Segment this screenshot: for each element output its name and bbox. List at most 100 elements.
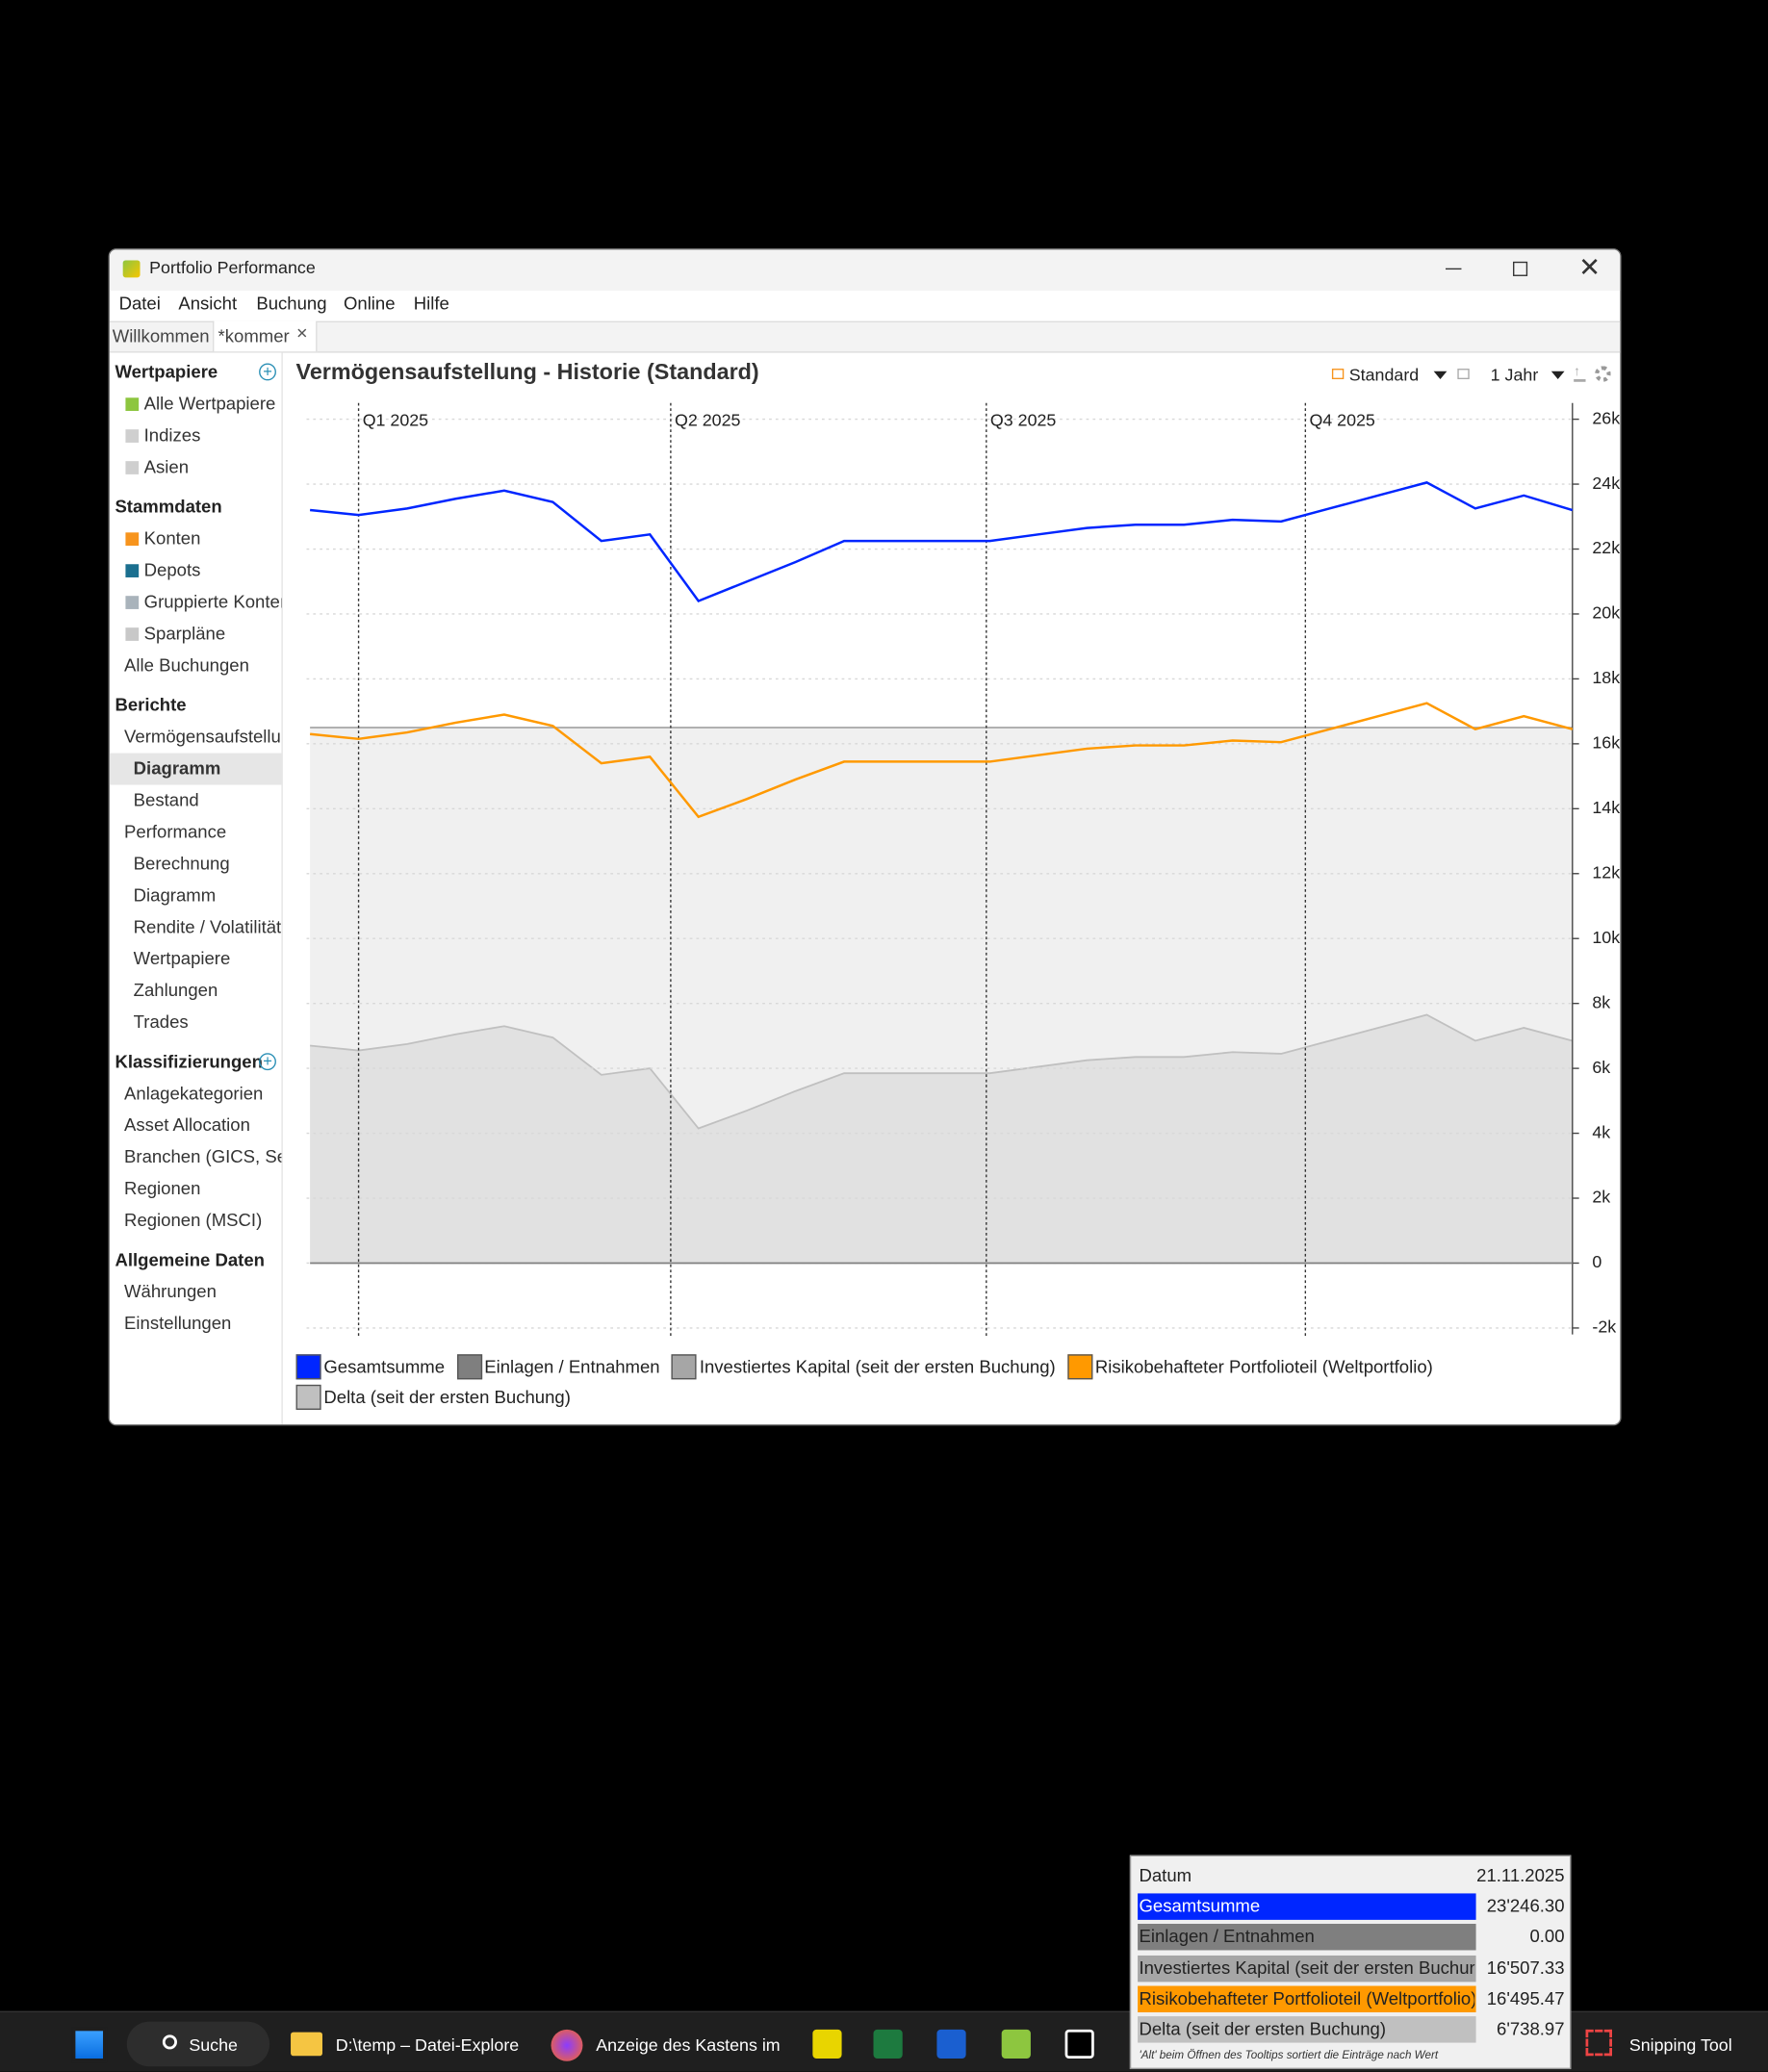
settings-icon[interactable] xyxy=(1595,366,1611,382)
period-selector[interactable]: 1 Jahr xyxy=(1490,364,1539,385)
menu-item[interactable]: Buchung xyxy=(256,293,327,314)
y-tick-label: 4k xyxy=(1592,1122,1610,1141)
legend-swatch xyxy=(671,1353,698,1379)
window-title: Portfolio Performance xyxy=(149,257,316,278)
y-tick-label: 2k xyxy=(1592,1188,1610,1207)
dropdown[interactable] xyxy=(1550,371,1565,386)
tab-label[interactable]: Willkommen xyxy=(112,326,210,346)
tooltip-value: 6'738.97 xyxy=(1497,2019,1565,2039)
sidebar-item[interactable]: Vermögensaufstellur xyxy=(124,727,282,747)
taskbar-app[interactable]: Snipping Tool xyxy=(1628,2034,1732,2055)
taskbar-app[interactable]: Anzeige des Kastens im xyxy=(596,2034,781,2055)
view-selector[interactable]: Standard xyxy=(1348,364,1420,385)
taskbar-app[interactable]: D:\temp – Datei-Explore xyxy=(335,2034,520,2055)
line xyxy=(310,702,1574,819)
legend-item[interactable]: Risikobehafteter Portfolioteil (Weltport… xyxy=(1067,1353,1433,1379)
item-icon xyxy=(125,429,140,443)
firefox-icon xyxy=(551,2029,583,2061)
dropdown[interactable] xyxy=(1433,371,1448,386)
y-tick-label: 20k xyxy=(1592,603,1620,623)
sidebar-item[interactable]: Depots xyxy=(143,560,201,580)
sidebar-item[interactable]: Indizes xyxy=(143,425,201,446)
y-tick-label: 18k xyxy=(1592,668,1620,687)
view-icon xyxy=(1331,369,1345,380)
y-tick-label: -2k xyxy=(1592,1317,1616,1337)
title-bar xyxy=(109,249,1621,292)
sidebar-item[interactable]: Performance xyxy=(124,821,227,842)
sidebar-item[interactable]: Alle Wertpapiere xyxy=(143,394,276,414)
sidebar-item[interactable]: Asien xyxy=(143,457,190,477)
taskbar-icon[interactable] xyxy=(936,2029,966,2059)
sidebar-item[interactable]: Konten xyxy=(143,528,201,549)
sidebar-heading: Wertpapiere xyxy=(115,362,218,382)
start-button[interactable] xyxy=(71,2027,108,2063)
add-icon[interactable]: + xyxy=(259,363,276,381)
sidebar-heading: Berichte xyxy=(115,695,187,715)
menu-item[interactable]: Hilfe xyxy=(413,293,449,314)
sidebar-item[interactable]: Währungen xyxy=(124,1281,217,1302)
taskbar-icon[interactable] xyxy=(812,2029,842,2059)
x-tick-label: Q3 2025 xyxy=(990,411,1056,430)
app-icon xyxy=(122,260,141,278)
maximize-button[interactable] xyxy=(1513,261,1528,276)
legend-item[interactable]: Delta (seit der ersten Buchung) xyxy=(295,1383,571,1410)
tooltip-series: Einlagen / Entnahmen xyxy=(1139,1927,1315,1947)
sidebar-item[interactable]: Trades xyxy=(133,1011,189,1033)
sidebar-item[interactable]: Anlagekategorien xyxy=(124,1083,264,1104)
y-tick-label: 10k xyxy=(1592,928,1620,947)
legend-label: Delta (seit der ersten Buchung) xyxy=(323,1386,571,1407)
sidebar-item[interactable]: Bestand xyxy=(133,790,199,810)
legend-item[interactable]: Investiertes Kapital (seit der ersten Bu… xyxy=(671,1353,1056,1379)
menu-item[interactable]: Ansicht xyxy=(178,293,238,314)
tooltip-swatch xyxy=(1138,1985,1476,2012)
tooltip-series: Gesamtsumme xyxy=(1139,1896,1261,1916)
legend-swatch xyxy=(1067,1353,1093,1379)
y-tick-label: 16k xyxy=(1592,733,1620,753)
tab[interactable] xyxy=(109,320,215,352)
area xyxy=(310,1014,1573,1264)
sidebar-item[interactable]: Diagramm xyxy=(133,884,217,906)
sidebar-heading: Stammdaten xyxy=(115,497,222,517)
legend: Gesamtsumme Einlagen / Entnahmen Investier… xyxy=(295,1353,1565,1410)
sidebar-item[interactable]: Einstellungen xyxy=(124,1313,232,1334)
sidebar-item[interactable]: Sparpläne xyxy=(143,624,226,644)
tooltip-value: 23'246.30 xyxy=(1486,1896,1565,1916)
sidebar-item[interactable]: Alle Buchungen xyxy=(124,654,249,676)
x-tick-label: Q4 2025 xyxy=(1309,411,1374,430)
legend-item[interactable]: Gesamtsumme xyxy=(295,1353,446,1379)
taskbar-icon[interactable] xyxy=(1064,2029,1094,2059)
menu-item[interactable]: Online xyxy=(343,293,396,314)
sidebar-heading: Klassifizierungen xyxy=(115,1051,263,1072)
search-label[interactable]: Suche xyxy=(189,2034,238,2055)
export-icon[interactable]: ↑ xyxy=(1574,366,1586,382)
sidebar-item[interactable]: Asset Allocation xyxy=(124,1114,250,1136)
legend-item[interactable]: Einlagen / Entnahmen xyxy=(456,1353,660,1379)
taskbar-icon[interactable] xyxy=(1001,2029,1031,2059)
sidebar-item[interactable]: Diagramm xyxy=(133,758,221,779)
sidebar-item[interactable]: Zahlungen xyxy=(133,980,218,1001)
tooltip: Datum 21.11.2025 Gesamtsumme 23'246.30 Einla… xyxy=(1129,1855,1572,2070)
tab-label[interactable]: *kommer xyxy=(218,326,290,346)
selected-row xyxy=(109,753,282,785)
tooltip-swatch xyxy=(1138,1955,1476,1982)
taskbar-icon[interactable] xyxy=(873,2029,903,2059)
tooltip-value: 16'507.33 xyxy=(1486,1957,1565,1978)
folder-icon xyxy=(291,2032,322,2057)
menu-item[interactable]: Datei xyxy=(118,293,161,314)
add-icon[interactable]: + xyxy=(259,1053,276,1071)
tab-active[interactable] xyxy=(214,320,318,352)
y-tick-label: 22k xyxy=(1592,538,1620,557)
close-button[interactable]: ✕ xyxy=(1578,253,1601,283)
sidebar-item[interactable]: Regionen xyxy=(124,1178,201,1199)
legend-label: Gesamtsumme xyxy=(323,1356,446,1376)
sidebar-item[interactable]: Gruppierte Konter xyxy=(143,592,282,612)
sidebar-item[interactable]: Berechnung xyxy=(133,853,230,874)
sidebar-item[interactable]: Rendite / Volatilität xyxy=(133,916,282,937)
area xyxy=(310,728,1573,1264)
sidebar-item[interactable]: Regionen (MSCI) xyxy=(124,1210,263,1231)
sidebar-item[interactable]: Wertpapiere xyxy=(133,948,231,969)
search-box[interactable] xyxy=(126,2021,270,2067)
tab-close[interactable]: ✕ xyxy=(295,326,309,343)
sidebar-item[interactable]: Branchen (GICS, Sekt xyxy=(124,1146,281,1167)
